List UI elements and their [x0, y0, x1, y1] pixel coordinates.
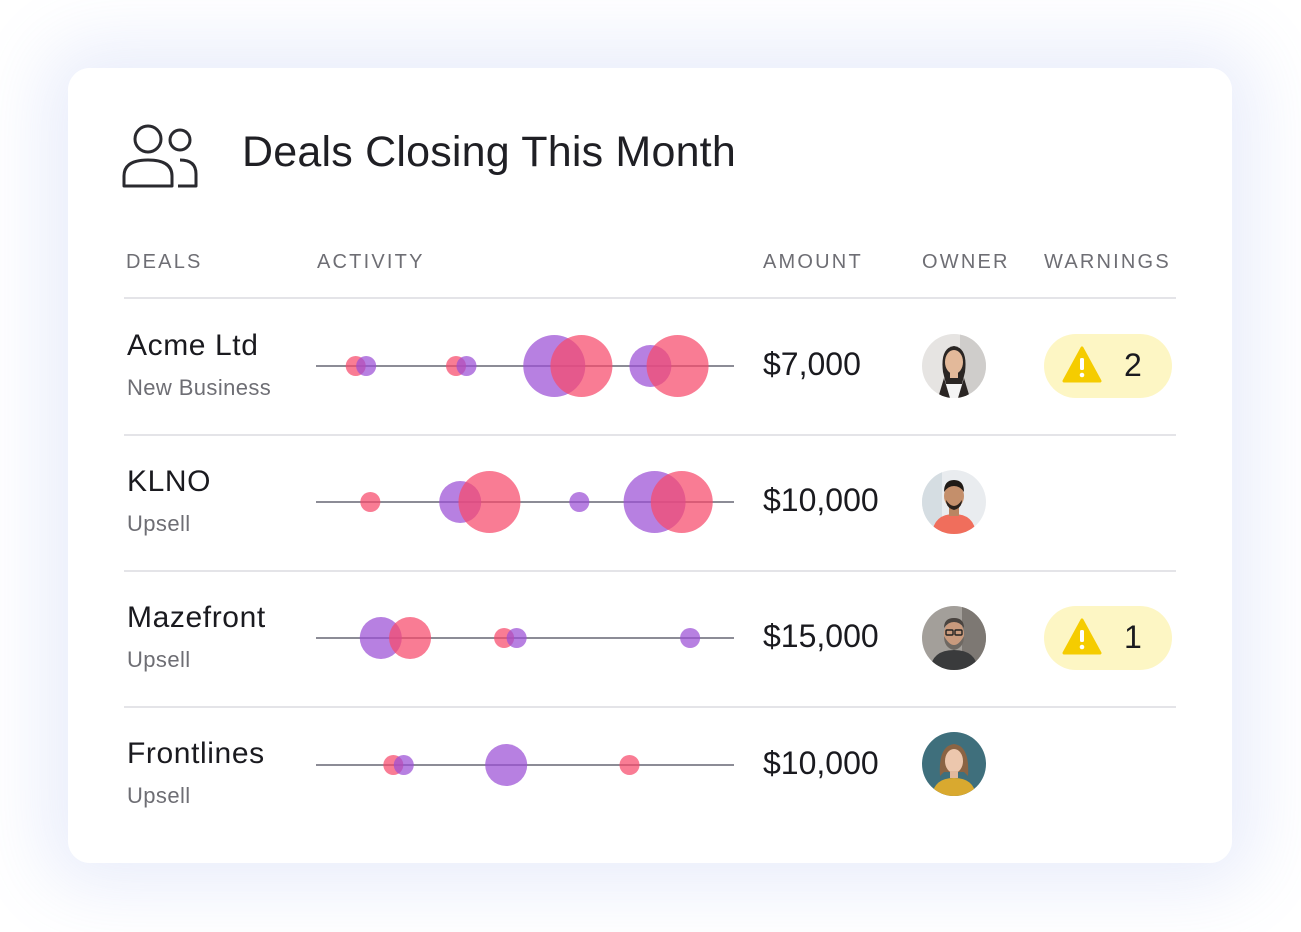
activity-dot-purple[interactable] [356, 356, 377, 376]
warnings-count: 1 [1124, 619, 1142, 655]
owner-avatar[interactable] [922, 606, 986, 670]
warnings-badge[interactable]: 2 [1044, 334, 1172, 398]
deal-amount: $10,000 [763, 745, 879, 781]
column-header-amount: AMOUNT [763, 251, 863, 273]
activity-timeline [316, 335, 734, 397]
activity-dot-purple[interactable] [485, 744, 528, 786]
warnings-badge[interactable]: 1 [1044, 606, 1172, 670]
activity-dot-pink[interactable] [389, 617, 432, 659]
activity-dot-purple[interactable] [359, 617, 402, 659]
deal-type: Upsell [127, 511, 191, 536]
activity-dot-pink[interactable] [646, 335, 709, 397]
row-divider [124, 434, 1176, 436]
users-icon [122, 124, 198, 188]
deal-name[interactable]: Acme Ltd [127, 329, 259, 362]
owner-avatar[interactable] [922, 470, 986, 534]
activity-timeline [316, 471, 734, 533]
activity-timeline [316, 617, 734, 659]
deal-amount: $7,000 [763, 346, 861, 382]
warnings-count: 2 [1124, 347, 1142, 383]
activity-dot-pink[interactable] [360, 492, 381, 512]
owner-avatar[interactable] [922, 732, 986, 796]
row-divider [124, 570, 1176, 572]
activity-dot-purple[interactable] [569, 492, 590, 512]
owner-avatar[interactable] [922, 334, 986, 398]
activity-dot-purple[interactable] [506, 628, 527, 648]
activity-dot-purple[interactable] [680, 628, 701, 648]
activity-dot-purple[interactable] [393, 755, 414, 775]
column-header-activity: ACTIVITY [317, 251, 425, 273]
activity-dot-pink[interactable] [550, 335, 613, 397]
deal-name[interactable]: Mazefront [127, 601, 266, 634]
activity-dot-purple[interactable] [456, 356, 477, 376]
column-header-deals: DEALS [126, 251, 203, 273]
warning-icon [1062, 346, 1102, 383]
deal-amount: $10,000 [763, 482, 879, 518]
activity-dot-pink[interactable] [650, 471, 713, 533]
warning-icon [1062, 618, 1102, 655]
deal-name[interactable]: KLNO [127, 465, 212, 498]
activity-dot-pink[interactable] [458, 471, 521, 533]
activity-dot-pink[interactable] [619, 755, 640, 775]
deal-type: New Business [127, 375, 272, 400]
header-divider [124, 297, 1176, 299]
deal-type: Upsell [127, 783, 191, 808]
deal-type: Upsell [127, 647, 191, 672]
page-title: Deals Closing This Month [242, 128, 736, 176]
deal-amount: $15,000 [763, 618, 879, 654]
column-header-owner: OWNER [922, 251, 1010, 273]
column-header-warnings: WARNINGS [1044, 251, 1171, 273]
row-divider [124, 706, 1176, 708]
deals-card [68, 68, 1232, 863]
deal-name[interactable]: Frontlines [127, 737, 265, 770]
activity-timeline [316, 744, 734, 786]
